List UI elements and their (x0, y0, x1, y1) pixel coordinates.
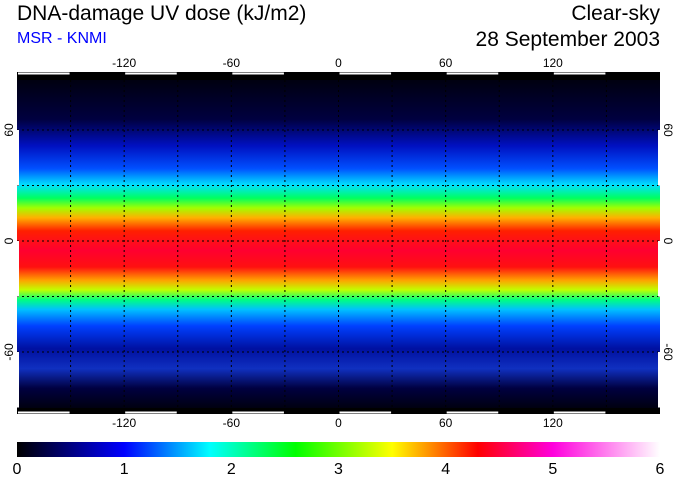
colorbar-label: 0 (13, 461, 22, 478)
longitude-label: 60 (439, 56, 453, 70)
colorbar-label: 3 (334, 461, 343, 478)
longitude-label: 60 (439, 416, 453, 430)
latitude-label: -60 (2, 343, 16, 361)
longitude-label: -60 (223, 56, 241, 70)
colorbar-label: 1 (120, 461, 129, 478)
colorbar-label: 6 (656, 461, 665, 478)
map-date: 28 September 2003 (475, 28, 660, 51)
uv-field (17, 80, 660, 408)
longitude-label: -120 (112, 56, 136, 70)
longitude-label: -120 (112, 416, 136, 430)
longitude-label: 0 (335, 416, 342, 430)
colorbar-label: 4 (441, 461, 450, 478)
map-title: DNA-damage UV dose (kJ/m2) (17, 2, 307, 25)
colorbar-label: 2 (227, 461, 236, 478)
latitude-label: 0 (2, 237, 16, 244)
longitude-label: 120 (543, 416, 563, 430)
graticule (17, 80, 660, 408)
sky-condition: Clear-sky (571, 2, 660, 25)
colorbar-label: 5 (548, 461, 557, 478)
latitude-label: 60 (661, 123, 675, 137)
longitude-label: 120 (543, 56, 563, 70)
longitude-label: 0 (335, 56, 342, 70)
latitude-label: -60 (661, 343, 675, 361)
longitude-label: -60 (223, 416, 241, 430)
latitude-label: 60 (2, 123, 16, 137)
frame-ticks (17, 72, 660, 414)
source-label: MSR - KNMI (17, 30, 107, 47)
latitude-label: 0 (661, 238, 675, 245)
colorbar (17, 442, 660, 457)
